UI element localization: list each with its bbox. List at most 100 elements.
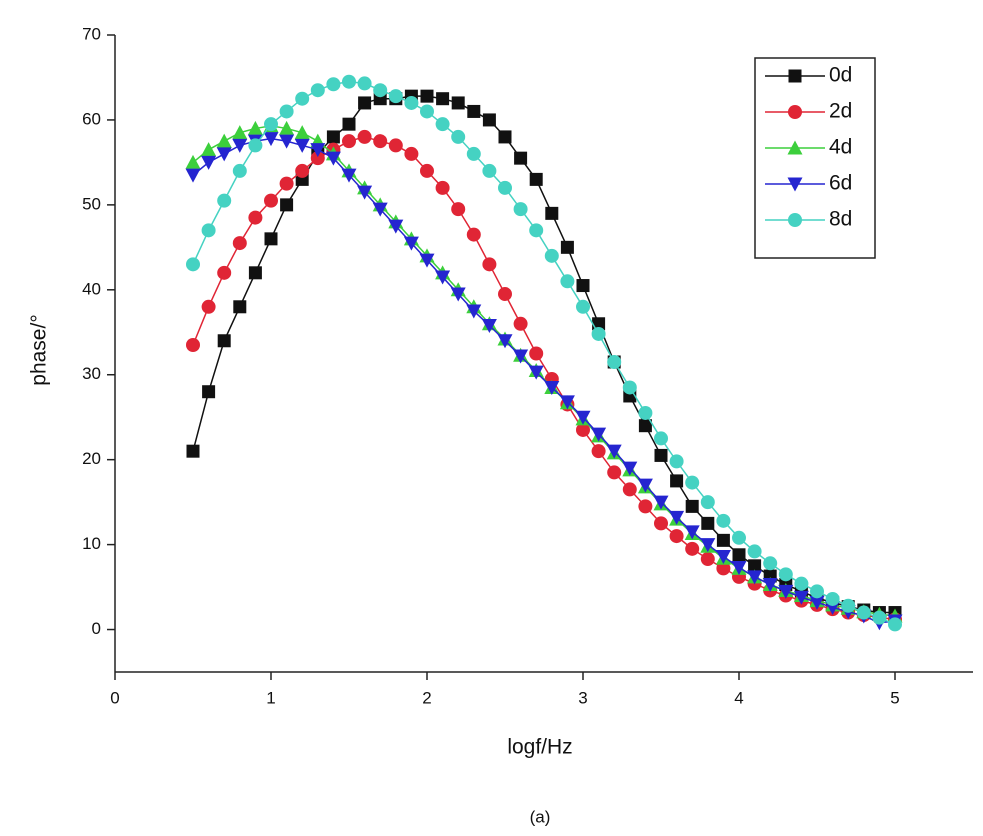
data-point <box>576 299 590 314</box>
data-point <box>232 138 248 153</box>
data-point <box>264 117 278 132</box>
data-point <box>310 151 325 166</box>
data-point <box>498 287 512 302</box>
series-line <box>192 80 896 626</box>
data-point <box>670 474 684 488</box>
data-point <box>576 279 590 293</box>
data-point <box>607 354 622 369</box>
data-point <box>778 567 793 582</box>
data-point <box>700 538 716 553</box>
data-point <box>342 134 356 149</box>
legend-marker <box>787 177 803 192</box>
data-point <box>373 134 388 149</box>
data-point <box>233 300 247 314</box>
data-point <box>591 427 607 442</box>
data-point <box>825 591 840 606</box>
data-point <box>279 120 295 135</box>
data-point <box>685 475 700 490</box>
data-point <box>715 549 731 564</box>
data-point <box>513 202 528 217</box>
data-point <box>606 444 622 459</box>
data-point <box>497 334 513 349</box>
y-tick-label: 0 <box>92 619 101 638</box>
data-point <box>545 206 559 220</box>
data-point <box>419 253 435 268</box>
data-point <box>591 444 606 459</box>
data-point <box>310 143 326 158</box>
data-point <box>467 104 481 118</box>
data-point <box>716 561 731 576</box>
data-point <box>763 556 778 571</box>
data-point <box>435 117 450 132</box>
data-point <box>481 318 497 333</box>
data-point <box>482 113 496 127</box>
data-point <box>748 559 762 573</box>
series-line <box>192 137 896 624</box>
data-point <box>295 163 310 178</box>
y-tick-label: 30 <box>82 364 101 383</box>
data-point <box>810 584 824 599</box>
data-point <box>762 578 778 593</box>
data-point <box>482 257 497 272</box>
data-point <box>294 125 310 140</box>
data-point <box>747 544 762 559</box>
data-point <box>654 448 668 462</box>
data-point <box>295 91 310 106</box>
data-point <box>294 138 310 153</box>
data-point <box>888 617 902 632</box>
y-tick-label: 60 <box>82 109 101 128</box>
data-point <box>685 499 699 513</box>
data-point <box>342 74 356 89</box>
x-tick-label: 5 <box>890 688 899 707</box>
data-point <box>841 598 856 613</box>
data-point <box>466 146 481 161</box>
data-point <box>280 198 294 212</box>
data-point <box>716 533 730 547</box>
data-point <box>185 168 201 183</box>
data-point <box>403 236 419 251</box>
data-point <box>559 395 575 410</box>
x-tick-label: 2 <box>422 688 431 707</box>
data-point <box>544 248 559 263</box>
data-point <box>216 147 232 162</box>
data-point <box>358 96 372 110</box>
data-point <box>638 499 653 514</box>
data-point <box>716 513 731 528</box>
data-point <box>498 130 512 144</box>
x-tick-label: 3 <box>578 688 587 707</box>
legend-marker <box>788 69 802 83</box>
y-tick-label: 70 <box>82 24 101 43</box>
legend-label: 8d <box>829 208 852 231</box>
data-point <box>341 168 357 183</box>
data-point <box>372 202 388 217</box>
data-point <box>732 548 746 562</box>
data-point <box>529 172 543 186</box>
data-point <box>186 338 200 353</box>
data-point <box>669 510 685 525</box>
series-line <box>192 136 896 621</box>
data-point <box>700 495 715 510</box>
legend-label: 0d <box>829 64 852 87</box>
data-point <box>342 117 356 131</box>
data-point <box>373 83 388 98</box>
data-point <box>607 465 622 480</box>
data-point <box>326 130 340 144</box>
legend-label: 4d <box>829 136 852 159</box>
data-point <box>310 83 325 98</box>
data-point <box>217 193 232 208</box>
data-point <box>622 380 637 395</box>
legend-box <box>754 57 876 259</box>
data-point <box>435 180 450 195</box>
data-point <box>513 316 528 331</box>
data-point <box>326 77 341 92</box>
series-line <box>192 95 895 614</box>
data-point <box>404 95 419 110</box>
data-point <box>247 120 263 135</box>
data-point <box>357 76 372 91</box>
data-point <box>731 561 747 576</box>
data-point <box>794 576 809 591</box>
data-point <box>451 202 466 217</box>
data-point <box>653 495 669 510</box>
x-axis-label: logf/Hz <box>507 736 572 759</box>
data-point <box>435 270 451 285</box>
